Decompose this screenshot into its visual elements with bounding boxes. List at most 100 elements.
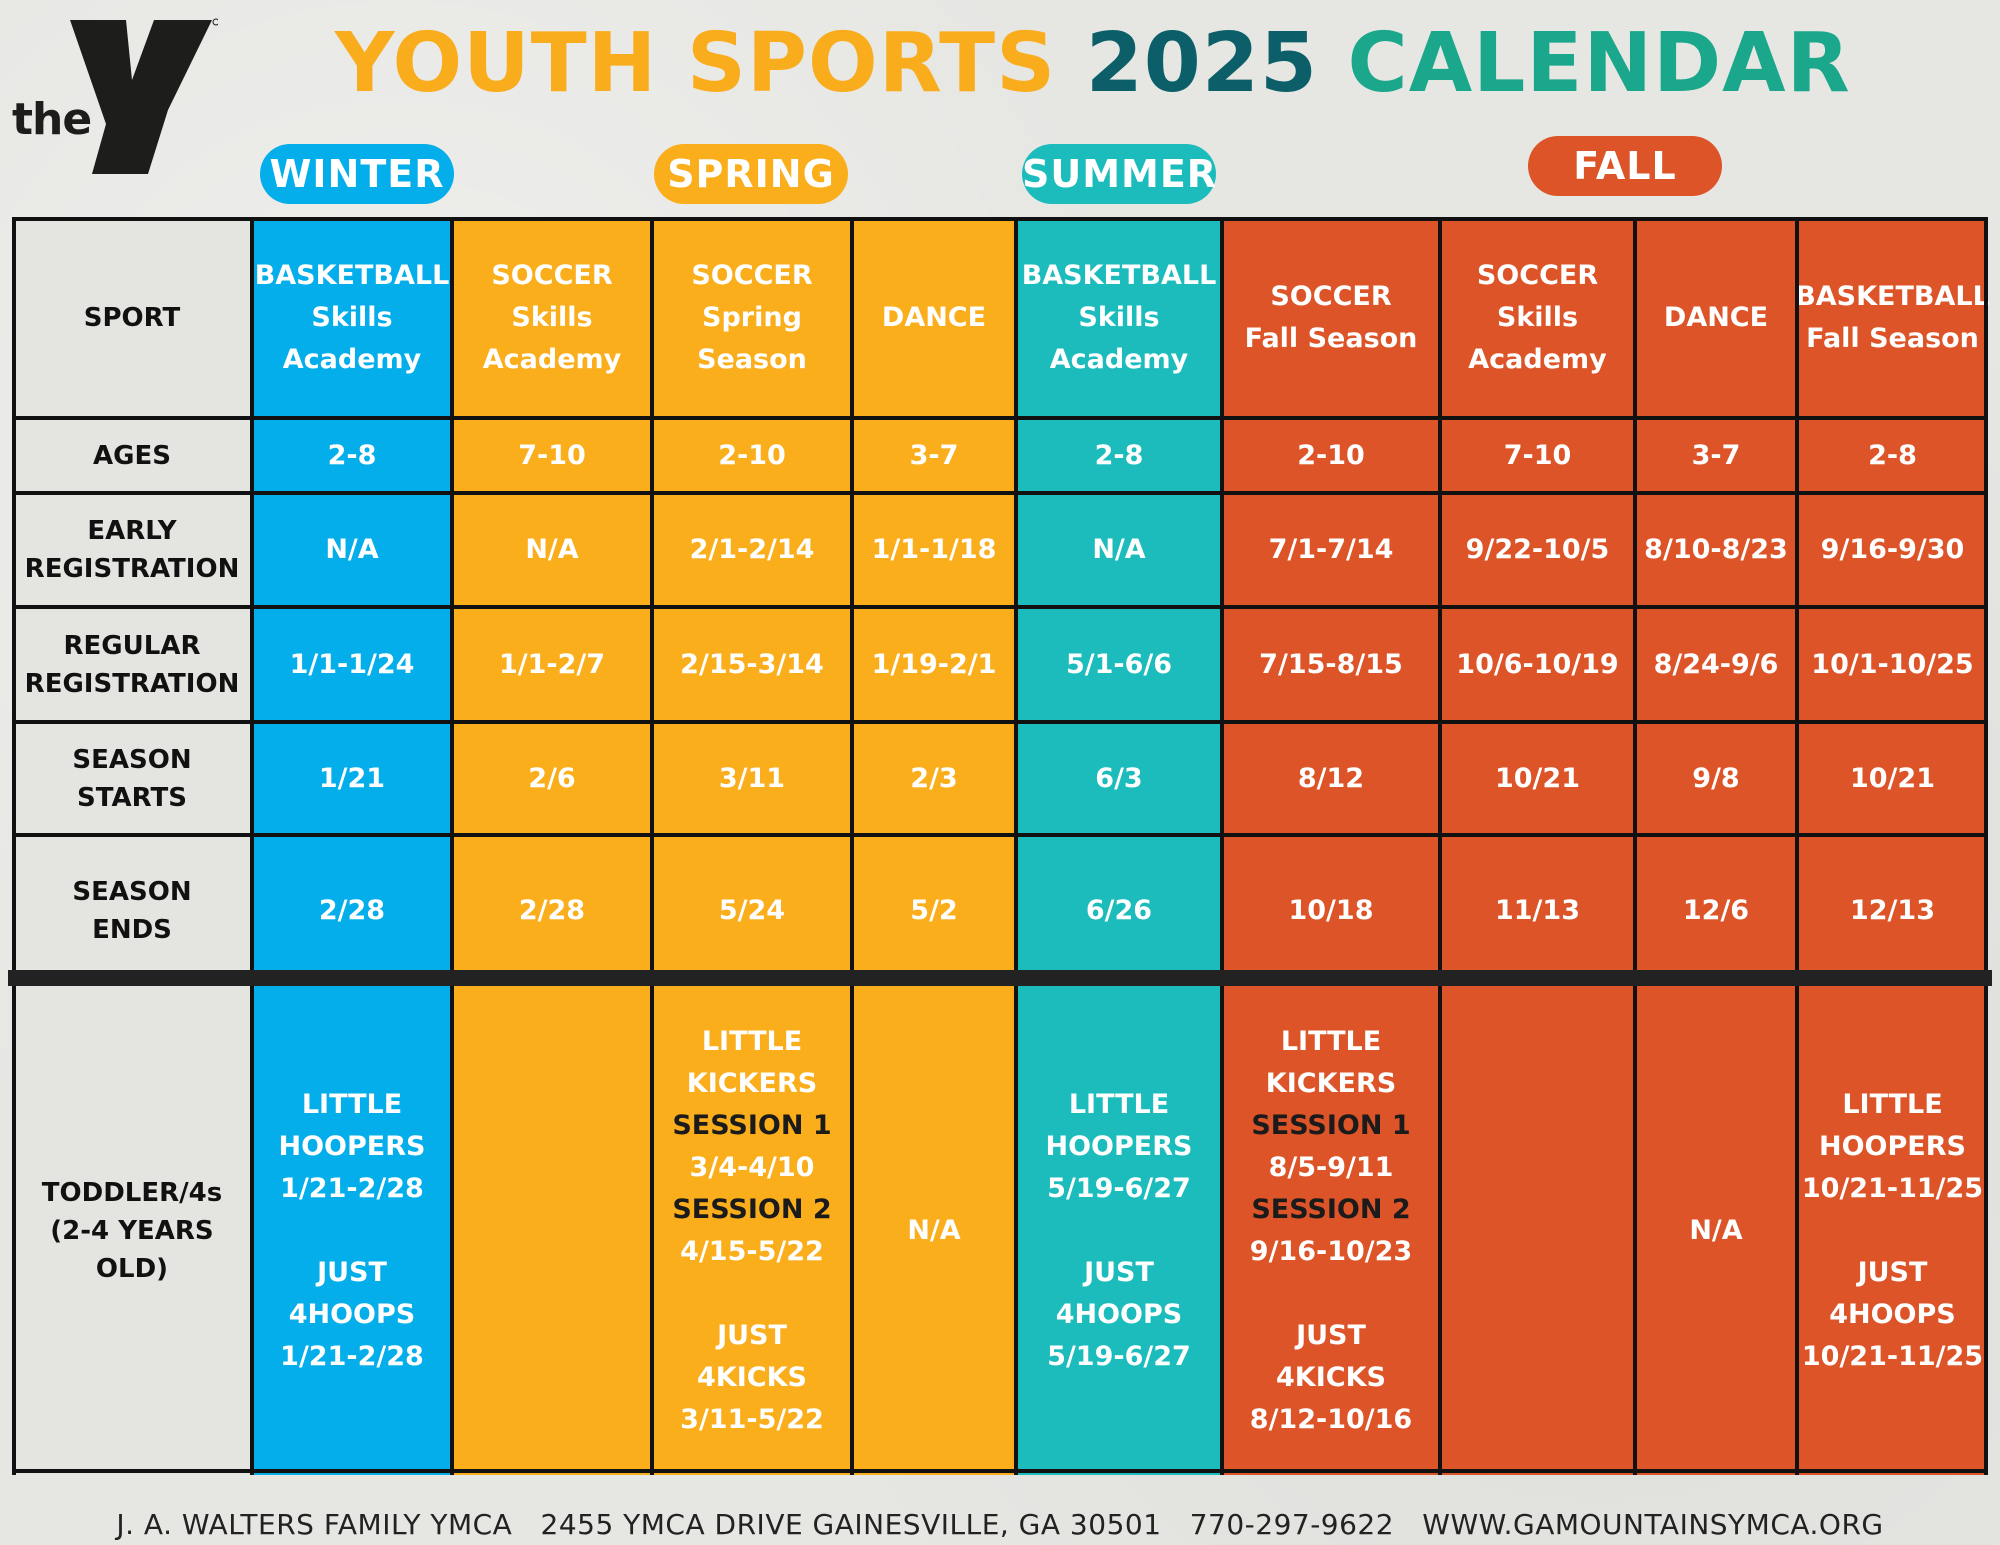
early-cell: N/A (252, 493, 452, 607)
ages-value: 2-8 (1868, 439, 1917, 471)
toddler-line: 4/15-5/22 (680, 1235, 824, 1267)
early-value: 8/10-8/23 (1644, 534, 1788, 565)
sport-cell: DANCE (852, 217, 1016, 418)
table-hline (12, 605, 1988, 609)
toddler-line: N/A (907, 1214, 961, 1246)
early-value: 9/16-9/30 (1820, 534, 1965, 565)
starts-value: 6/3 (1095, 762, 1143, 794)
ages-value: 7-10 (518, 439, 586, 471)
ages-cell: 3-7 (852, 418, 1016, 493)
row-header-line: (2-4 YEARS (50, 1215, 214, 1246)
starts-value: 3/11 (718, 762, 786, 794)
cell-text: SOCCER Skills Academy (483, 255, 622, 381)
cell-text: SEASON ENDS (72, 873, 191, 949)
toddler-line: JUST (1296, 1319, 1366, 1351)
toddler-line: JUST (317, 1256, 387, 1288)
table-vline (650, 217, 654, 1475)
early-value: N/A (1092, 534, 1146, 565)
sport-cell: BASKETBALL Fall Season (1795, 217, 1990, 418)
toddler-line: JUST (1084, 1256, 1154, 1288)
starts-value: 9/8 (1692, 762, 1740, 794)
regular-value: 2/15-3/14 (680, 648, 824, 680)
sport-line: BASKETBALL (1021, 259, 1217, 291)
toddler-line: 1/21-2/28 (280, 1340, 424, 1372)
toddler-line: LITTLE (1280, 1025, 1382, 1057)
sport-line: Skills (1078, 301, 1160, 333)
sport-line: Academy (482, 343, 622, 375)
ends-value: 2/28 (318, 894, 386, 926)
toddler-line: 3/11-5/22 (680, 1403, 824, 1435)
early-cell: N/A (452, 493, 652, 607)
toddler-line: 3/4-4/10 (689, 1151, 815, 1183)
toddler-line: SESSION 2 (672, 1193, 832, 1225)
title-calendar: CALENDAR (1347, 16, 1851, 111)
ends-value: 11/13 (1494, 894, 1580, 926)
sport-line: Academy (282, 343, 422, 375)
regular-cell: 2/15-3/14 (652, 607, 852, 722)
row-header-ages: AGES (12, 418, 252, 493)
cell-text: SOCCER Skills Academy (1468, 255, 1607, 381)
toddler-line: 4HOOPS (288, 1298, 416, 1330)
sport-line: Fall Season (1806, 322, 1979, 354)
sport-cell: SOCCER Skills Academy (452, 217, 652, 418)
row-header-regular: REGULAR REGISTRATION (12, 607, 252, 722)
toddler-line: KICKERS (686, 1067, 818, 1099)
ends-value: 10/18 (1288, 894, 1374, 926)
toddler-line (279, 1210, 426, 1252)
cell-text: N/A (907, 1210, 960, 1252)
toddler-line (1250, 1273, 1412, 1315)
toddler-line (1046, 1210, 1193, 1252)
row-header-line: STARTS (77, 782, 187, 813)
table-vline (1438, 217, 1442, 1475)
row-header-line: AGES (93, 440, 171, 471)
early-cell: N/A (1016, 493, 1222, 607)
title-year: 2025 (1085, 16, 1318, 111)
table-hline (12, 416, 1988, 420)
table-hline (12, 833, 1988, 837)
toddler-line: LITTLE (701, 1025, 803, 1057)
row-header-starts: SEASON STARTS (12, 722, 252, 835)
sport-cell: SOCCER Spring Season (652, 217, 852, 418)
table-vline (1984, 217, 1988, 1475)
toddler-line: HOOPERS (1819, 1130, 1966, 1162)
sport-line: Spring (702, 301, 802, 333)
ages-cell: 2-10 (1222, 418, 1440, 493)
ages-value: 3-7 (1691, 439, 1741, 471)
row-header-sport: SPORT (12, 217, 252, 418)
ends-cell: 5/24 (652, 835, 852, 986)
starts-value: 2/3 (910, 762, 958, 794)
page-title: YOUTH SPORTS 2025 CALENDAR (335, 14, 1851, 114)
starts-cell: 2/6 (452, 722, 652, 835)
regular-cell: 8/24-9/6 (1635, 607, 1797, 722)
table-vline (450, 217, 454, 1475)
sport-line: SOCCER (491, 259, 613, 291)
cell-text: SOCCER Spring Season (691, 255, 812, 381)
early-cell: 9/22-10/5 (1440, 493, 1635, 607)
regular-cell: 1/1-1/24 (252, 607, 452, 722)
toddler-line: 4KICKS (697, 1361, 807, 1393)
table-vline (850, 217, 854, 1475)
early-value: 2/1-2/14 (689, 534, 815, 565)
cell-text: LITTLE HOOPERS 5/19-6/27 JUST 4HOOPS 5/19-6/… (1046, 1084, 1193, 1378)
season-label-spring: SPRING (654, 144, 848, 204)
toddler-cell: LITTLE KICKERS SESSION 1 8/5-9/11 SESSION 2 9… (1222, 986, 1440, 1475)
table-vline (1014, 217, 1018, 1475)
toddler-line: JUST (717, 1319, 787, 1351)
toddler-line: 5/19-6/27 (1047, 1340, 1191, 1372)
toddler-cell: LITTLE HOOPERS 1/21-2/28 JUST 4HOOPS 1/21-2/… (252, 986, 452, 1475)
toddler-cell: N/A (1635, 986, 1797, 1475)
toddler-line: 8/12-10/16 (1249, 1403, 1413, 1435)
table-vline (12, 217, 16, 1475)
early-cell: 7/1-7/14 (1222, 493, 1440, 607)
cell-text: EARLY REGISTRATION (25, 512, 240, 588)
cell-text: LITTLE HOOPERS 1/21-2/28 JUST 4HOOPS 1/21-2/… (279, 1084, 426, 1378)
ages-cell: 2-8 (1797, 418, 1988, 493)
toddler-line (1802, 1210, 1983, 1252)
row-header-ends: SEASON ENDS (12, 835, 252, 986)
ends-value: 12/13 (1849, 894, 1935, 926)
sport-line: Skills (311, 301, 393, 333)
cell-text: AGES (93, 437, 171, 475)
toddler-line: 10/21-11/25 (1801, 1172, 1984, 1204)
ends-cell: 2/28 (452, 835, 652, 986)
ends-cell: 12/6 (1635, 835, 1797, 986)
